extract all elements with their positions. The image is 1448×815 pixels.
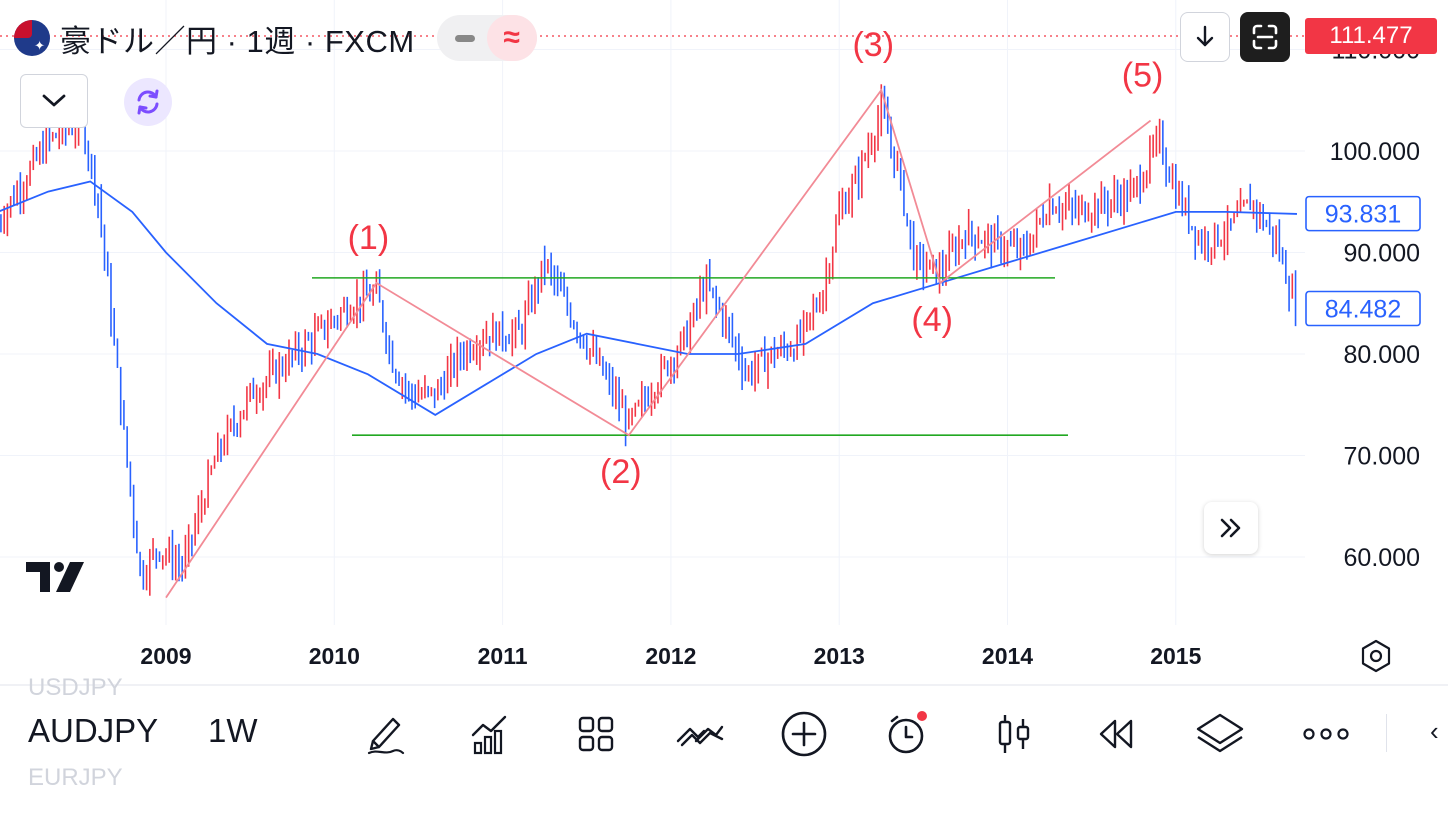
replay-icon <box>1099 719 1133 749</box>
chart-labels: 110.000100.00090.00080.00070.00060.00020… <box>140 26 1421 669</box>
time-tick-label: 2009 <box>140 643 191 669</box>
minus-icon <box>454 34 475 42</box>
fullscreen-button[interactable] <box>1240 12 1290 62</box>
bottom-toolbar: USDJPY AUDJPY 1W EURJPY ‹ <box>0 674 1448 815</box>
tradingview-logo[interactable] <box>26 560 92 599</box>
price-chart[interactable]: 110.000100.00090.00080.00070.00060.00020… <box>0 0 1448 686</box>
layers-button[interactable] <box>1190 704 1250 764</box>
compare-icon <box>676 725 724 747</box>
layout-icon <box>578 716 614 752</box>
collapse-legend-button[interactable] <box>20 74 88 128</box>
ma-value-tag: 93.831 <box>1325 201 1401 229</box>
ma-value-tag-box <box>1305 195 1421 232</box>
time-tick-label: 2013 <box>814 643 865 669</box>
more-icon <box>1303 728 1349 740</box>
add-icon <box>781 711 827 757</box>
add-button[interactable] <box>774 704 834 764</box>
price-tick-label: 90.000 <box>1344 240 1420 268</box>
symbol-header[interactable]: 豪ドル／円 · 1週 · FXCM ≈ <box>14 14 537 62</box>
compare-button[interactable] <box>670 704 730 764</box>
arrow-down-icon <box>1196 25 1214 47</box>
symbol-name[interactable]: AUDJPY <box>28 712 159 749</box>
wave-label: (4) <box>911 301 953 339</box>
time-tick-label: 2015 <box>1150 643 1201 669</box>
more-button[interactable] <box>1296 704 1356 764</box>
symbol-title[interactable]: 豪ドル／円 · 1週 · FXCM <box>60 23 415 59</box>
moving-average-line <box>0 180 1298 416</box>
interval-button[interactable]: 1W <box>208 712 258 749</box>
alert-icon <box>888 711 927 754</box>
australia-flag-icon <box>14 20 50 56</box>
time-tick-label: 2011 <box>478 643 528 669</box>
chevron-down-icon <box>42 94 66 107</box>
tradingview-logo-icon <box>26 562 84 592</box>
toolbar-divider <box>1386 714 1387 752</box>
wave-label: (5) <box>1122 57 1164 95</box>
scroll-to-realtime-button[interactable] <box>1204 502 1258 554</box>
prev-symbol-ghost: USDJPY <box>28 674 123 701</box>
price-tick-label: 60.000 <box>1344 544 1420 572</box>
time-tick-label: 2010 <box>309 643 360 669</box>
last-price-tag: 111.477 <box>1305 18 1437 54</box>
price-tick-label: 100.000 <box>1330 138 1420 166</box>
alert-button[interactable] <box>878 704 938 764</box>
candles <box>0 84 1297 596</box>
draw-tool-button[interactable] <box>356 704 416 764</box>
wave-label: (2) <box>600 453 642 491</box>
chart-type-button[interactable] <box>984 704 1044 764</box>
approx-icon[interactable]: ≈ <box>486 15 537 61</box>
replay-button[interactable] <box>1086 704 1146 764</box>
wave-label: (3) <box>852 26 894 64</box>
double-chevron-right-icon <box>1220 518 1241 538</box>
layout-button[interactable] <box>566 704 626 764</box>
draw-icon <box>367 717 405 755</box>
chart-grid <box>0 0 1448 686</box>
next-symbol-ghost: EURJPY <box>28 764 123 791</box>
price-mode-pill[interactable]: ≈ <box>436 15 537 61</box>
price-tick-label: 70.000 <box>1344 443 1420 471</box>
chart-type-icon <box>998 715 1030 753</box>
download-button[interactable] <box>1180 12 1230 62</box>
indicators-button[interactable] <box>460 704 520 764</box>
chart-settings-button[interactable] <box>1356 636 1396 681</box>
layers-icon <box>1196 713 1244 753</box>
settings-icon <box>1361 639 1391 673</box>
wave-label: (1) <box>348 219 390 257</box>
time-tick-label: 2014 <box>982 643 1033 669</box>
indicators-icon <box>471 715 507 755</box>
wave-zigzag-line <box>165 88 1152 599</box>
chart-lines <box>0 88 1298 599</box>
toolbar-back-arrow-icon[interactable]: ‹ <box>1430 716 1439 746</box>
refresh-button[interactable] <box>124 78 172 126</box>
refresh-icon <box>137 89 159 115</box>
price-tick-label: 80.000 <box>1344 341 1420 369</box>
current-value-tag-box <box>1305 290 1421 327</box>
fullscreen-icon <box>1252 24 1278 50</box>
time-tick-label: 2012 <box>645 643 696 669</box>
current-value-tag: 84.482 <box>1325 296 1401 324</box>
